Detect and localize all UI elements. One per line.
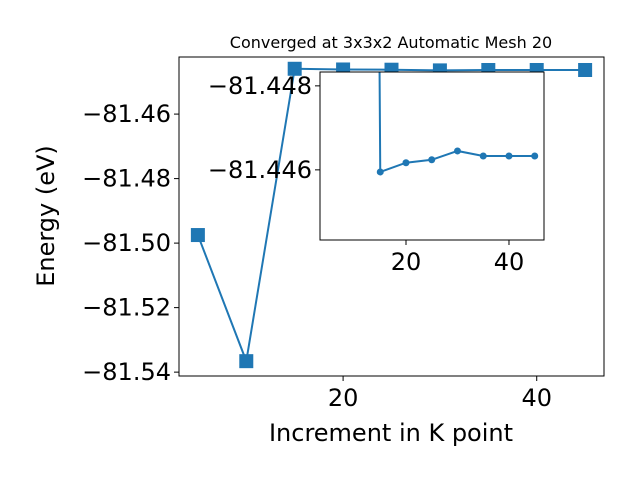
axes-frame [178, 56, 605, 377]
marker [479, 152, 487, 160]
marker [453, 147, 461, 155]
y-tick-label: −81.446 [208, 156, 312, 184]
marker [578, 62, 593, 77]
x-tick-label: 40 [494, 248, 525, 276]
y-tick-label: −81.50 [82, 229, 171, 257]
x-axis-label: Increment in K point [269, 419, 513, 447]
marker [505, 152, 513, 160]
marker [239, 354, 254, 369]
y-tick-label: −81.46 [82, 100, 171, 128]
y-tick-label: −81.48 [82, 165, 171, 193]
x-tick-label: 40 [521, 384, 552, 412]
marker [402, 159, 410, 167]
marker [287, 61, 302, 76]
marker [531, 152, 539, 160]
y-tick-label: −81.448 [208, 72, 312, 100]
marker [428, 156, 436, 164]
axes-frame [319, 71, 545, 241]
chart-title: Converged at 3x3x2 Automatic Mesh 20 [230, 33, 552, 52]
marker [190, 228, 205, 243]
y-tick-label: −81.52 [82, 294, 171, 322]
x-tick-label: 20 [328, 384, 359, 412]
y-tick-label: −81.54 [82, 358, 171, 386]
plot-content [376, 72, 539, 176]
x-tick-label: 20 [391, 248, 422, 276]
y-axis-label: Energy (eV) [32, 145, 60, 287]
marker [376, 168, 384, 176]
